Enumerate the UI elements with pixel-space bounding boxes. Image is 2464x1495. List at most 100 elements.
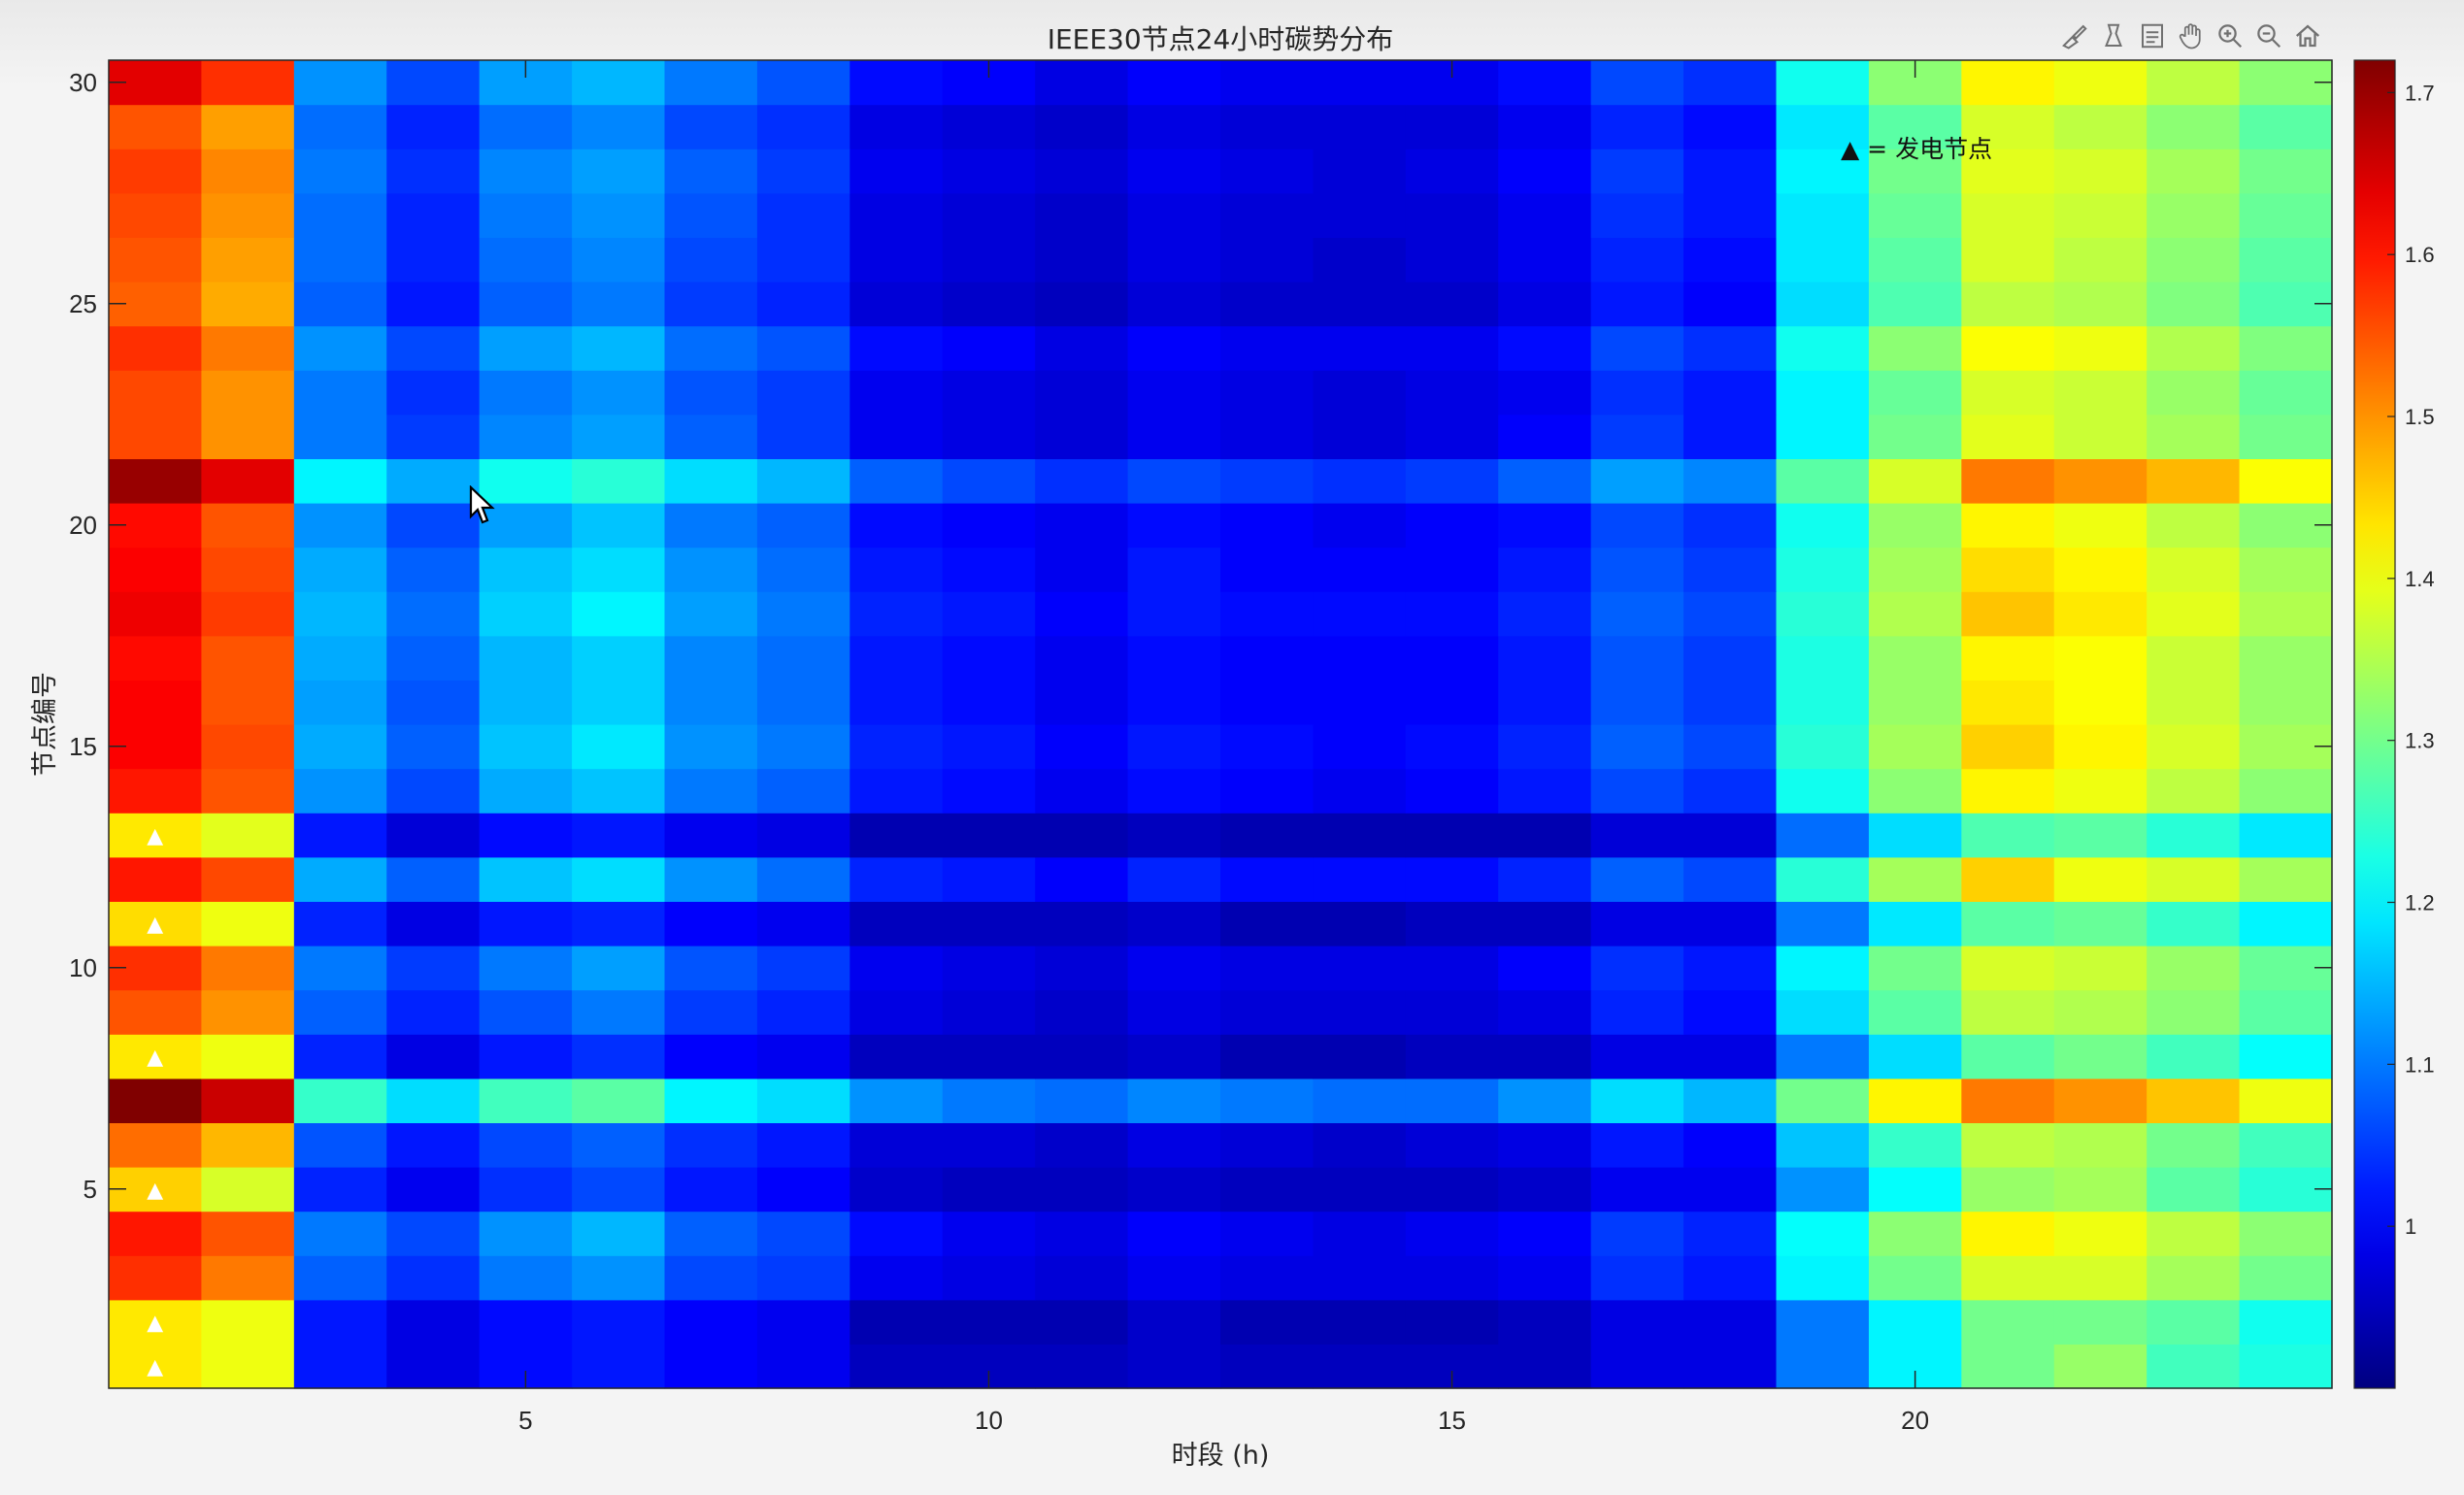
heat-cell bbox=[1498, 1167, 1592, 1213]
x-tick-label: 10 bbox=[975, 1406, 1003, 1435]
heat-cell bbox=[1220, 192, 1315, 238]
heat-cell bbox=[942, 104, 1036, 150]
y-tick-labels: 5 10 15 20 25 30 bbox=[69, 68, 97, 1204]
heat-cell bbox=[1405, 503, 1499, 548]
axis-ticks bbox=[109, 60, 2332, 1388]
heat-cell bbox=[664, 1344, 758, 1389]
heat-cell bbox=[1590, 1034, 1684, 1080]
heat-cell bbox=[756, 458, 850, 504]
axes-box bbox=[108, 59, 2333, 1389]
heat-cell bbox=[1313, 325, 1407, 371]
heat-cell bbox=[756, 282, 850, 327]
data-tips-icon[interactable] bbox=[2097, 19, 2130, 52]
heat-cell bbox=[1220, 901, 1315, 947]
heat-cell bbox=[1405, 282, 1499, 327]
heat-cell bbox=[2053, 813, 2148, 858]
zoom-in-icon[interactable] bbox=[2214, 19, 2247, 52]
heat-cell bbox=[2239, 547, 2333, 592]
heat-cell bbox=[1590, 1344, 1684, 1389]
heat-cell bbox=[1498, 1344, 1592, 1389]
heat-cell bbox=[572, 1299, 666, 1345]
heat-cell bbox=[2147, 813, 2241, 858]
heat-cell bbox=[2239, 1299, 2333, 1345]
heat-cell bbox=[1590, 547, 1684, 592]
heat-cell bbox=[2053, 1122, 2148, 1168]
heat-cell bbox=[109, 1299, 203, 1345]
heat-cell bbox=[386, 1167, 481, 1213]
heat-cell bbox=[386, 680, 481, 725]
heat-cell bbox=[756, 414, 850, 459]
heat-cell bbox=[479, 856, 573, 902]
legend-icon[interactable] bbox=[2136, 19, 2169, 52]
heat-cell bbox=[1127, 1167, 1221, 1213]
heat-cell bbox=[386, 458, 481, 504]
heat-cell bbox=[572, 60, 666, 106]
heat-cell bbox=[386, 1078, 481, 1123]
heat-cell bbox=[479, 680, 573, 725]
heat-cell bbox=[1405, 325, 1499, 371]
heat-cell bbox=[1776, 1211, 1870, 1256]
heat-cell bbox=[201, 1034, 295, 1080]
heat-cell bbox=[1683, 458, 1778, 504]
heat-cell bbox=[479, 1034, 573, 1080]
heat-cell bbox=[1961, 1034, 2055, 1080]
heat-cell bbox=[1590, 946, 1684, 991]
heat-cell bbox=[2239, 901, 2333, 947]
heat-cell bbox=[1961, 680, 2055, 725]
heat-cell bbox=[1498, 813, 1592, 858]
pan-icon[interactable] bbox=[2175, 19, 2208, 52]
heat-cell bbox=[1868, 547, 1962, 592]
zoom-out-icon[interactable] bbox=[2252, 19, 2285, 52]
heat-cell bbox=[1127, 60, 1221, 106]
heat-cell bbox=[1313, 901, 1407, 947]
heat-cell bbox=[1313, 414, 1407, 459]
heat-cell bbox=[1868, 1078, 1962, 1123]
brush-icon[interactable] bbox=[2058, 19, 2091, 52]
heat-cell bbox=[1313, 237, 1407, 282]
heat-cell bbox=[1313, 768, 1407, 814]
heat-cell bbox=[1961, 901, 2055, 947]
heat-cell bbox=[1313, 591, 1407, 637]
heat-cell bbox=[1498, 1255, 1592, 1301]
colorbar-tick-label: 1.1 bbox=[2405, 1052, 2435, 1077]
heat-cell bbox=[479, 724, 573, 770]
heat-cell bbox=[1868, 768, 1962, 814]
heat-cell bbox=[1961, 1211, 2055, 1256]
heat-cell bbox=[1220, 325, 1315, 371]
heat-cell bbox=[1127, 635, 1221, 681]
heat-cell bbox=[1776, 1167, 1870, 1213]
heat-cell bbox=[386, 192, 481, 238]
colorbar-tick-label: 1.2 bbox=[2405, 891, 2435, 915]
heat-cell bbox=[1590, 370, 1684, 415]
heat-cell bbox=[1498, 591, 1592, 637]
heat-cell bbox=[1405, 370, 1499, 415]
heat-cell bbox=[1313, 192, 1407, 238]
heat-cell bbox=[1220, 414, 1315, 459]
x-tick-label: 15 bbox=[1438, 1406, 1466, 1435]
heat-cell bbox=[293, 856, 387, 902]
heat-cell bbox=[201, 680, 295, 725]
heat-cell bbox=[293, 282, 387, 327]
heat-cell bbox=[572, 370, 666, 415]
heat-cell bbox=[479, 503, 573, 548]
heat-cell bbox=[1590, 989, 1684, 1035]
heat-cell bbox=[1776, 989, 1870, 1035]
heat-cell bbox=[1127, 813, 1221, 858]
heat-cell bbox=[1683, 104, 1778, 150]
heat-cell bbox=[2053, 901, 2148, 947]
heat-cell bbox=[2053, 325, 2148, 371]
heat-cell bbox=[1498, 856, 1592, 902]
heat-cell bbox=[1961, 813, 2055, 858]
x-tick-label: 5 bbox=[518, 1406, 532, 1435]
heat-cell bbox=[664, 813, 758, 858]
heat-cell bbox=[1035, 1167, 1129, 1213]
heat-cell bbox=[1683, 946, 1778, 991]
heat-cell bbox=[1868, 946, 1962, 991]
home-icon[interactable] bbox=[2291, 19, 2324, 52]
heat-cell bbox=[109, 901, 203, 947]
heat-cell bbox=[572, 768, 666, 814]
heat-cell bbox=[1776, 680, 1870, 725]
heat-cell bbox=[1405, 1299, 1499, 1345]
heat-cell bbox=[572, 237, 666, 282]
heat-cell bbox=[201, 414, 295, 459]
